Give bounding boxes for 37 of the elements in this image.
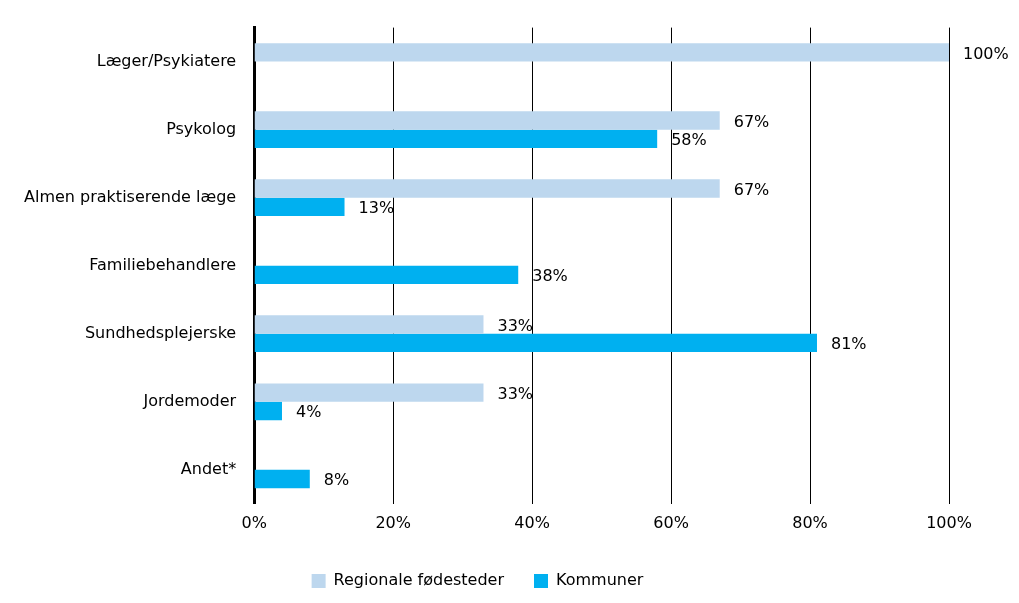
y-tick-label: Familiebehandlere bbox=[89, 254, 237, 274]
data-label: 100% bbox=[963, 43, 1009, 63]
y-tick-label: Jordemoder bbox=[142, 390, 237, 410]
x-tick-label: 0% bbox=[241, 512, 267, 532]
legend-label: Kommuner bbox=[556, 570, 644, 590]
bar bbox=[254, 179, 720, 198]
bar bbox=[254, 111, 720, 130]
y-tick-label: Almen praktiserende læge bbox=[24, 186, 237, 206]
bar bbox=[254, 129, 658, 149]
data-label: 33% bbox=[497, 315, 534, 335]
y-tick-label: Læger/Psykiatere bbox=[96, 50, 237, 70]
bar bbox=[254, 315, 484, 334]
legend-label: Regionale fødesteder bbox=[333, 570, 505, 590]
bar bbox=[254, 401, 282, 421]
data-label: 8% bbox=[323, 470, 350, 490]
y-tick-label: Andet* bbox=[180, 458, 237, 478]
data-label: 4% bbox=[295, 402, 322, 422]
bar bbox=[254, 265, 519, 285]
data-label: 67% bbox=[733, 179, 770, 199]
bar bbox=[254, 383, 484, 402]
data-label: 67% bbox=[733, 111, 770, 131]
x-tick-label: 40% bbox=[514, 512, 550, 532]
x-tick-label: 20% bbox=[375, 512, 411, 532]
bar bbox=[254, 197, 345, 217]
data-label: 81% bbox=[830, 334, 867, 354]
x-tick-label: 80% bbox=[792, 512, 828, 532]
x-tick-label: 100% bbox=[926, 512, 972, 532]
data-label: 13% bbox=[358, 198, 395, 218]
x-tick-label: 60% bbox=[653, 512, 689, 532]
data-label: 58% bbox=[671, 129, 707, 149]
y-tick-label: Sundhedsplejerske bbox=[84, 322, 237, 342]
bar bbox=[254, 333, 817, 353]
bar bbox=[254, 43, 949, 62]
data-label: 38% bbox=[532, 266, 568, 286]
bar bbox=[254, 469, 310, 489]
y-tick-label: Psykolog bbox=[166, 118, 237, 138]
data-label: 33% bbox=[497, 383, 534, 403]
